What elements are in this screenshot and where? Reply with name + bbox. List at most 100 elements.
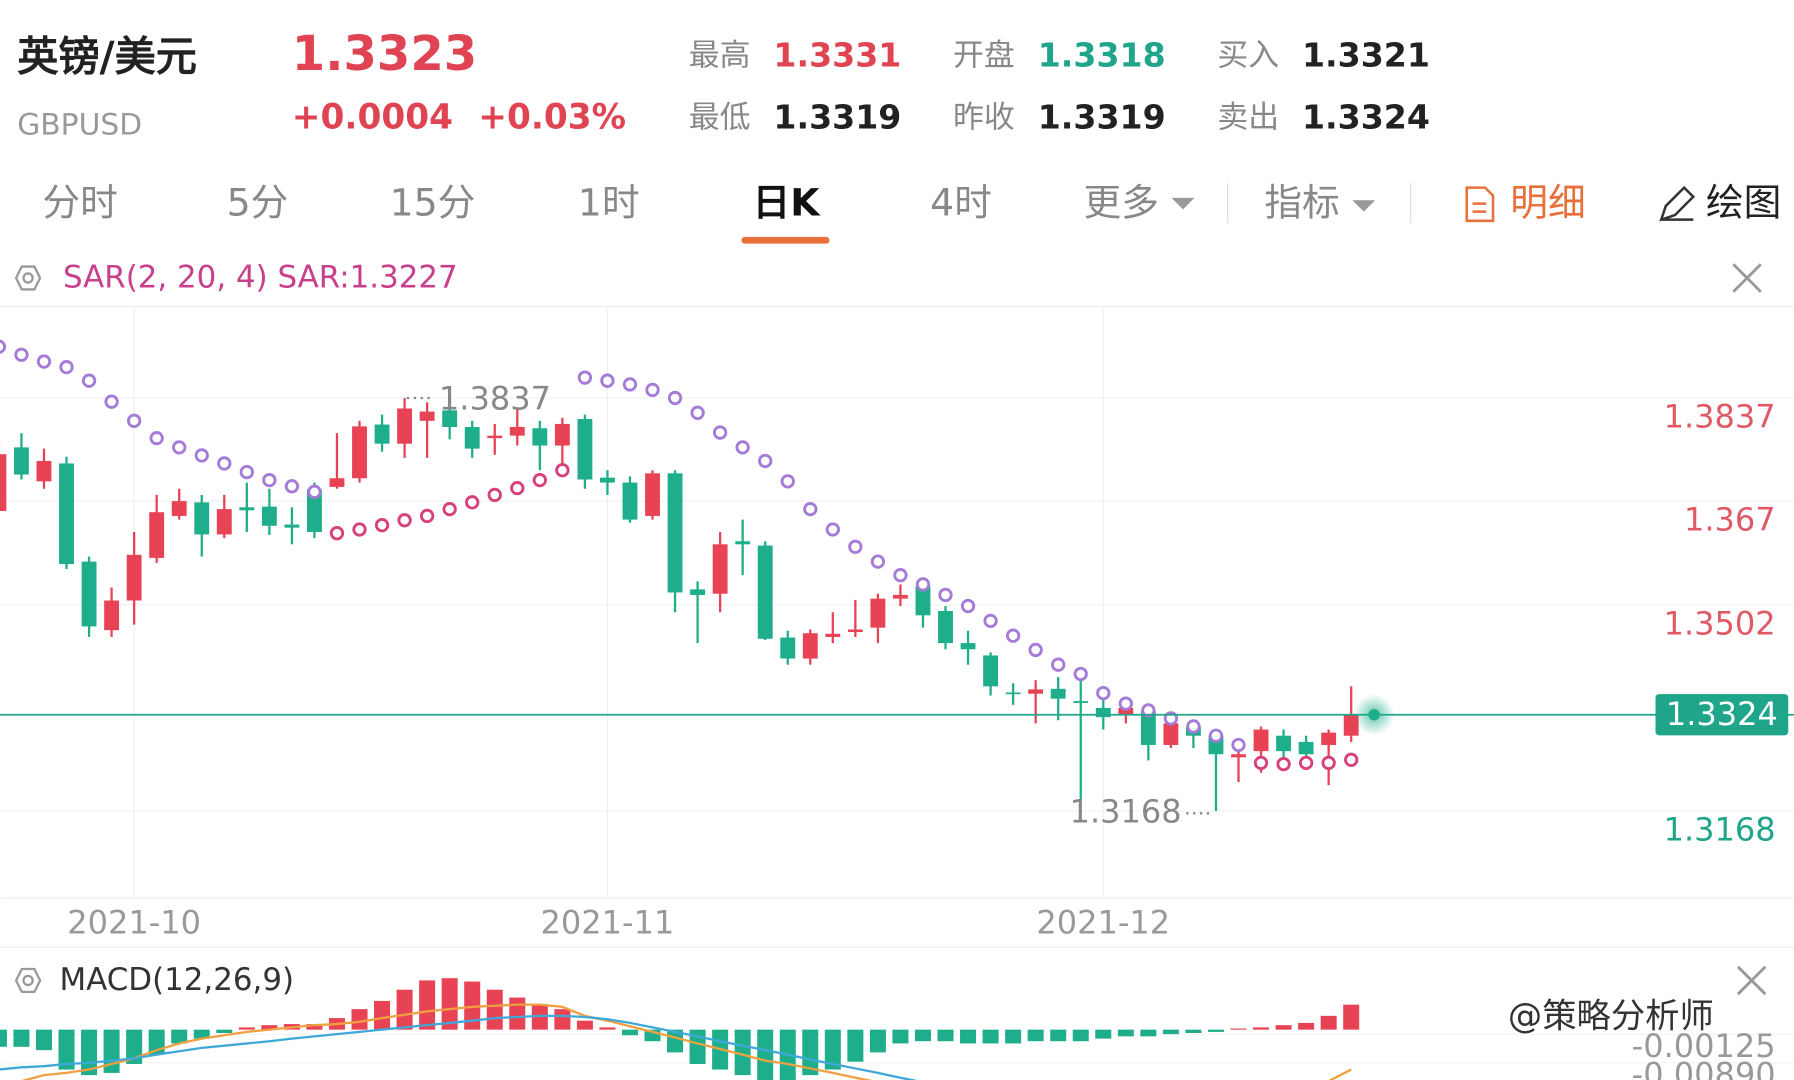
- sar-dot: [487, 487, 502, 503]
- tab[interactable]: 分时: [42, 180, 118, 224]
- macd-bar: [1117, 1029, 1134, 1037]
- macd-bar: [1162, 1029, 1179, 1035]
- candle-body: [36, 460, 52, 482]
- macd-bar: [486, 989, 503, 1030]
- sar-dot: [915, 577, 931, 592]
- tab[interactable]: 更多: [1083, 180, 1159, 224]
- macd-bar: [1298, 1022, 1315, 1030]
- close-button[interactable]: [1732, 263, 1762, 293]
- candle-body: [712, 544, 728, 594]
- candle-body: [171, 501, 187, 516]
- sar-dot: [352, 522, 367, 537]
- macd-bar: [193, 1029, 210, 1039]
- stat-label: 买入: [1217, 38, 1279, 74]
- macd-bar: [171, 1029, 188, 1044]
- sar-dot: [983, 613, 998, 629]
- last-price-dot: [1368, 709, 1380, 721]
- tab-underline: [741, 236, 830, 244]
- tab[interactable]: 绘图: [1706, 180, 1782, 224]
- sar-dot: [735, 440, 750, 455]
- candle-body: [0, 454, 7, 511]
- candle-body: [1095, 707, 1111, 718]
- macd-bar: [1185, 1029, 1202, 1034]
- sar-dot: [465, 495, 480, 510]
- macd-bar: [1343, 1004, 1360, 1030]
- sar-dot: [217, 456, 232, 471]
- stats: 最高 1.3331 开盘 1.3318 买入 1.3321 最低 1.3319 昨收 1.3319…: [689, 36, 1430, 137]
- macd-bar: [126, 1029, 143, 1064]
- macd-bar: [464, 981, 481, 1030]
- sar-dot: [1051, 657, 1066, 672]
- sar-dot: [172, 440, 187, 455]
- candle-body: [329, 478, 345, 487]
- candle-body: [284, 524, 300, 528]
- tab[interactable]: 5分: [227, 180, 289, 224]
- tab-bar: 分时 5分 15分 1时 日K 4时 更多 指标 明细 绘图: [42, 180, 1781, 224]
- macd-bar: [1207, 1029, 1224, 1032]
- macd-label: MACD(12,26,9): [60, 962, 295, 998]
- candle-body: [735, 541, 751, 545]
- sar-dot: [81, 373, 97, 388]
- candle-body: [81, 561, 97, 627]
- sar-dot: [600, 373, 615, 388]
- y-tick-label: 1.3502: [1664, 604, 1776, 642]
- macd-bar: [914, 1029, 931, 1042]
- tab[interactable]: 明细: [1510, 180, 1586, 224]
- sar-dot: [1298, 755, 1314, 771]
- macd-panel: -0.00125-0.00890: [0, 978, 1794, 1080]
- tab[interactable]: 日K: [753, 180, 822, 224]
- sar-dot: [149, 430, 164, 446]
- candle-body: [645, 473, 660, 516]
- sar-dot: [893, 568, 908, 583]
- candle-body: [419, 411, 435, 421]
- stat-value: 1.3331: [773, 36, 901, 75]
- sar-dot: [1141, 703, 1156, 718]
- candle-body: [938, 610, 953, 644]
- low-annotation: 1.3168: [1070, 792, 1182, 830]
- last-price-label: 1.3324: [1666, 695, 1778, 733]
- candle-body: [442, 410, 458, 428]
- macd-bar: [261, 1025, 278, 1030]
- last-price-tag: [1655, 694, 1789, 736]
- macd-dea-line: [0, 1014, 918, 1080]
- sar-dot: [712, 425, 728, 440]
- stat-label: 昨收: [953, 99, 1015, 135]
- candle-body: [577, 418, 593, 480]
- price: 1.3323: [292, 26, 477, 82]
- candle-body: [1276, 735, 1292, 752]
- candle-body: [1028, 689, 1044, 694]
- sar-dot: [59, 359, 74, 375]
- tab[interactable]: 1时: [578, 180, 640, 224]
- y-tick-label: 1.3837: [1664, 398, 1776, 436]
- sar-dot: [419, 508, 435, 524]
- candle-body: [802, 633, 818, 659]
- sar-dot: [262, 472, 277, 488]
- candle-body: [667, 473, 683, 593]
- sar-dot: [1231, 737, 1246, 753]
- close-button[interactable]: [1736, 965, 1767, 996]
- sar-dot: [104, 394, 119, 409]
- candle-body: [825, 633, 841, 637]
- macd-bar: [1275, 1025, 1292, 1030]
- tab[interactable]: 指标: [1264, 180, 1339, 224]
- sar-dot: [1073, 666, 1088, 682]
- stat-value: 1.3319: [1038, 97, 1166, 136]
- tab[interactable]: 15分: [390, 180, 476, 224]
- macd-bar: [599, 1027, 616, 1030]
- watermark: @策略分析师: [1508, 997, 1714, 1037]
- settings-icon: [14, 967, 42, 994]
- high-annotation: 1.3837: [439, 379, 551, 417]
- tab[interactable]: 4时: [930, 180, 992, 224]
- indicator-label: SAR(2, 20, 4) SAR:1.3227: [63, 260, 458, 296]
- sar-dot: [780, 474, 795, 489]
- candle-body: [554, 423, 570, 446]
- candle-body: [239, 507, 255, 511]
- stat-value: 1.3319: [773, 97, 901, 136]
- stat-label: 最低: [689, 99, 751, 135]
- candle-body: [1050, 688, 1066, 699]
- macd-bar: [1320, 1015, 1337, 1030]
- macd-bar: [1050, 1029, 1067, 1042]
- macd-bar: [306, 1024, 323, 1030]
- sar-dot: [1321, 755, 1336, 771]
- candle-body: [397, 408, 413, 444]
